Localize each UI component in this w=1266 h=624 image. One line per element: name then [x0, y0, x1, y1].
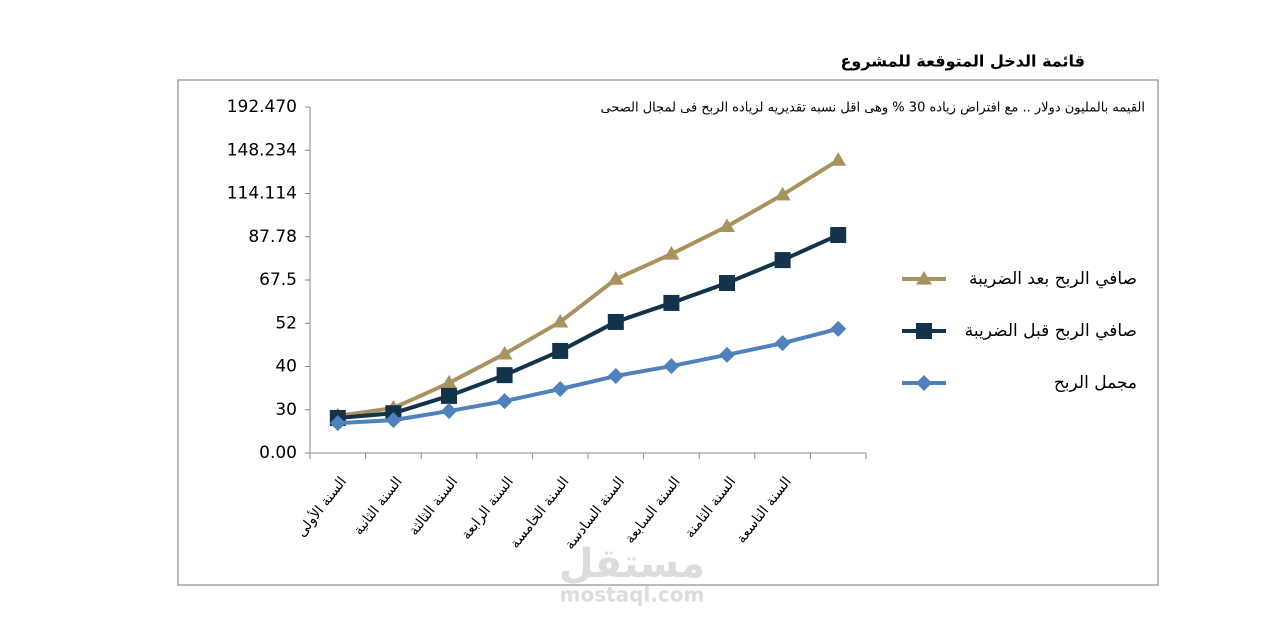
legend-label: مجمل الربح [1054, 373, 1137, 393]
marker [719, 218, 735, 232]
series-line [337, 326, 839, 426]
y-tick-label: 40 [275, 357, 297, 377]
marker [774, 186, 791, 201]
y-tick-label: 30 [275, 400, 297, 420]
marker [441, 387, 457, 404]
marker [830, 152, 847, 166]
marker [830, 320, 847, 337]
marker [329, 415, 346, 432]
y-tick-label: 52 [275, 313, 297, 333]
marker [552, 380, 569, 397]
marker [441, 374, 457, 389]
y-tick-label: 148.234 [227, 140, 297, 160]
marker [496, 393, 513, 410]
marker [774, 252, 791, 269]
marker [916, 271, 932, 285]
legend-label: صافي الربح بعد الضريبة [969, 269, 1137, 289]
y-tick-label: 192.470 [227, 97, 297, 117]
marker [830, 227, 847, 244]
marker [385, 412, 402, 429]
marker [496, 367, 513, 384]
watermark: mostaql.com [560, 583, 705, 607]
annotation: القيمه بالمليون دولار .. مع افتراض زياده… [601, 101, 1146, 116]
y-tick-label: 0.00 [259, 443, 297, 463]
legend-label: صافي الربح قبل الضريبة [965, 321, 1137, 341]
marker [916, 323, 932, 339]
watermark: مستقل [559, 541, 705, 587]
y-tick-label: 87.78 [248, 227, 297, 247]
y-tick-label: 67.5 [259, 270, 297, 290]
marker [607, 368, 624, 385]
marker [552, 313, 569, 328]
marker [719, 275, 735, 292]
marker [774, 335, 791, 352]
series-line [337, 158, 840, 418]
marker [663, 294, 680, 311]
marker [552, 342, 569, 359]
y-tick-label: 114.114 [227, 184, 297, 204]
marker [607, 313, 624, 330]
series-line [337, 233, 840, 420]
marker [496, 345, 513, 360]
marker [916, 375, 932, 391]
chart-title: قائمة الدخل المتوقعة للمشروع [840, 52, 1085, 71]
marker [607, 271, 624, 285]
marker [719, 346, 735, 363]
marker [441, 403, 457, 420]
marker [663, 358, 680, 375]
chart-frame [177, 79, 1159, 586]
marker [663, 246, 680, 260]
